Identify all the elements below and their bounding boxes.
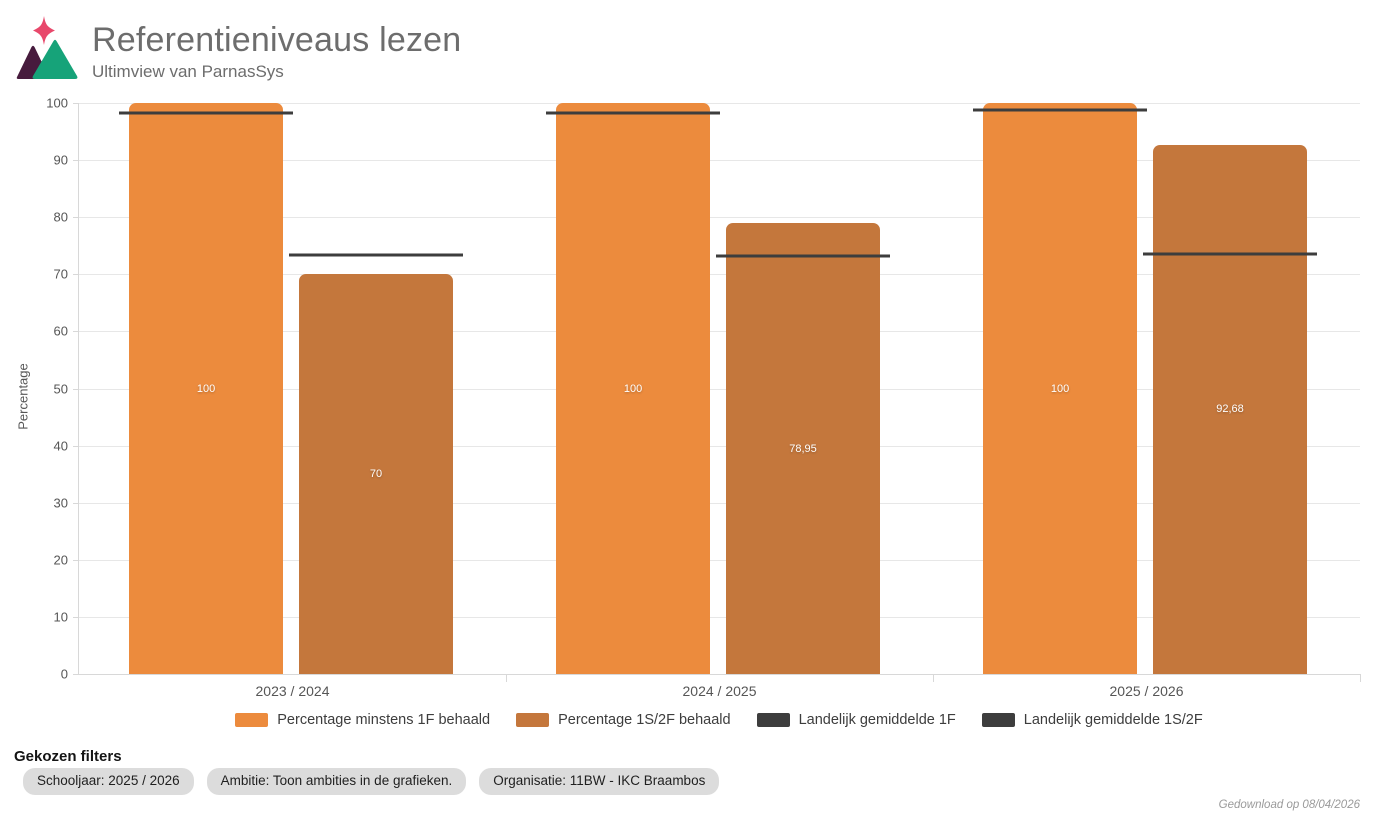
x-axis-label: 2024 / 2025	[682, 683, 757, 699]
bar-1s-2f-2024-2025[interactable]	[725, 223, 881, 674]
bar-value-label: 92,68	[1216, 403, 1244, 416]
y-tick-mark	[73, 559, 79, 561]
legend-item[interactable]: Landelijk gemiddelde 1F	[756, 712, 956, 728]
x-axis-label: 2023 / 2024	[255, 683, 330, 699]
grid-line	[79, 274, 1360, 276]
grid-line	[79, 388, 1360, 390]
y-tick-label: 10	[53, 609, 68, 625]
x-axis-label: 2025 / 2026	[1109, 683, 1184, 699]
grid-line	[79, 559, 1360, 561]
reference-line	[545, 111, 721, 115]
reference-line	[118, 111, 294, 115]
bar-1s-2f-2025-2026[interactable]	[1152, 144, 1308, 674]
bar-value-label: 100	[623, 382, 643, 395]
grid-line	[79, 445, 1360, 447]
y-tick-mark	[73, 674, 79, 675]
grid-line	[79, 160, 1360, 162]
y-tick-mark	[73, 388, 79, 390]
y-tick-label: 50	[53, 381, 68, 396]
y-tick-label: 100	[46, 95, 68, 111]
bar-minstens-1f-2023-2024[interactable]	[128, 103, 284, 674]
filter-chip[interactable]: Schooljaar: 2025 / 2026	[23, 768, 194, 795]
legend-item[interactable]: Percentage minstens 1F behaald	[235, 712, 490, 728]
bar-value-label: 100	[196, 382, 216, 395]
y-tick-label: 0	[60, 666, 68, 682]
y-tick-mark	[73, 445, 79, 447]
y-tick-mark	[73, 331, 79, 333]
bar-minstens-1f-2024-2025[interactable]	[555, 103, 711, 674]
plot-area: 0 10 20 30 40 50 60 70 80 90 100 100 70 2023 / 2024 10…	[46, 96, 1361, 699]
grid-line	[79, 217, 1360, 219]
bar-value-label: 70	[369, 468, 383, 481]
x-tick-mark	[933, 674, 934, 682]
y-tick-label: 30	[53, 495, 68, 511]
legend-swatch	[516, 713, 550, 727]
x-tick-mark	[506, 674, 507, 682]
y-axis-title: Percentage	[15, 363, 31, 430]
legend-label: Landelijk gemiddelde 1S/2F	[1023, 712, 1203, 728]
grid-line	[79, 331, 1360, 333]
y-tick-mark	[73, 217, 79, 219]
grid-line	[79, 502, 1360, 504]
report-header: Referentieniveaus lezen Ultimview van Pa…	[14, 14, 461, 82]
grid-line	[79, 103, 1360, 104]
y-tick-mark	[73, 274, 79, 276]
y-tick-mark	[73, 103, 79, 104]
download-date: Gedownload op 08/04/2026	[1218, 799, 1360, 811]
x-tick-mark	[1360, 674, 1361, 682]
page-subtitle: Ultimview van ParnasSys	[92, 62, 284, 82]
y-tick-label: 70	[53, 266, 68, 282]
y-tick-mark	[73, 616, 79, 618]
filters-heading: Gekozen filters	[14, 748, 122, 765]
legend-swatch	[981, 713, 1015, 727]
bar-minstens-1f-2025-2026[interactable]	[982, 103, 1138, 674]
legend-label: Percentage 1S/2F behaald	[558, 712, 731, 728]
filter-chip[interactable]: Organisatie: 11BW - IKC Braambos	[479, 768, 720, 795]
ultimview-logo	[16, 16, 78, 79]
legend-item[interactable]: Landelijk gemiddelde 1S/2F	[981, 712, 1203, 728]
title-block: Referentieniveaus lezen Ultimview van Pa…	[92, 14, 461, 82]
y-tick-label: 90	[53, 152, 68, 168]
filter-chip[interactable]: Ambitie: Toon ambities in de grafieken.	[206, 768, 467, 795]
y-tick-label: 60	[53, 323, 68, 339]
y-tick-label: 20	[53, 552, 68, 568]
y-tick-mark	[73, 160, 79, 162]
reference-line	[288, 253, 464, 257]
right-mountain-icon	[32, 39, 78, 79]
legend-label: Percentage minstens 1F behaald	[277, 712, 491, 728]
reference-line	[715, 254, 891, 258]
bar-value-label: 78,95	[789, 442, 817, 455]
legend-swatch	[756, 713, 790, 727]
page-title: Referentieniveaus lezen	[92, 21, 462, 59]
y-tick-label: 40	[53, 438, 68, 454]
reference-line	[972, 108, 1148, 112]
y-tick-mark	[73, 502, 79, 504]
legend-label: Landelijk gemiddelde 1F	[798, 712, 956, 728]
legend-swatch	[235, 713, 269, 727]
legend-item[interactable]: Percentage 1S/2F behaald	[516, 712, 731, 728]
reference-line	[1142, 252, 1318, 256]
grid-line	[79, 616, 1360, 618]
sparkle-icon	[33, 16, 55, 45]
bar-value-label: 100	[1050, 382, 1070, 395]
y-tick-label: 80	[53, 209, 68, 225]
chart-legend: Percentage minstens 1F behaald Percentage…	[78, 712, 1360, 728]
filter-chips: Schooljaar: 2025 / 2026 Ambitie: Toon amb…	[23, 768, 720, 795]
bar-1s-2f-2023-2024[interactable]	[298, 274, 454, 674]
